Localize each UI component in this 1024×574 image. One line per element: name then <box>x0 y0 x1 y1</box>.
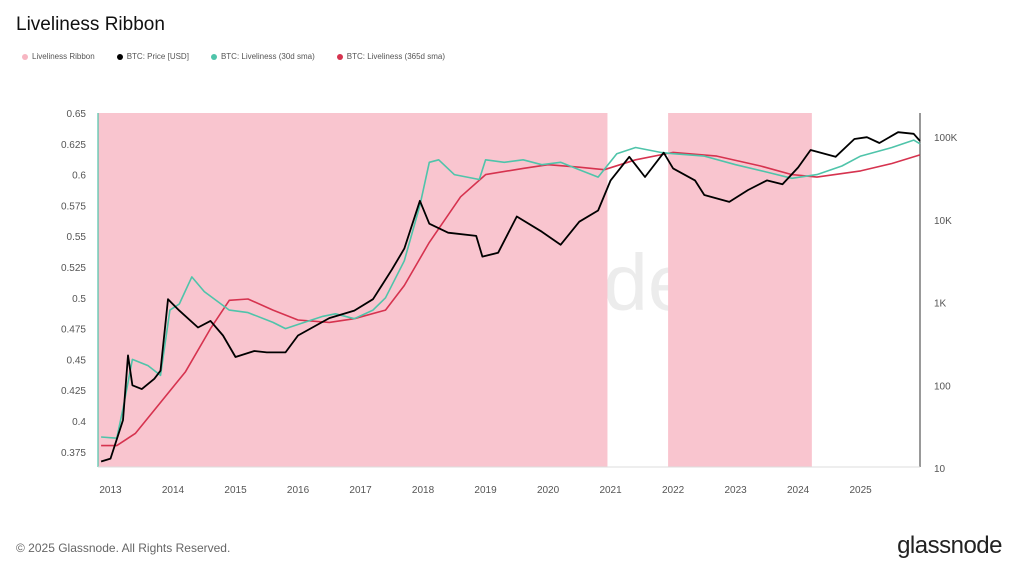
x-tick-label: 2017 <box>349 485 372 496</box>
y-left-tick-label: 0.375 <box>61 448 86 459</box>
legend-label: BTC: Liveliness (365d sma) <box>346 52 446 61</box>
y-right-tick-label: 100K <box>934 133 958 144</box>
ribbon-band <box>98 113 608 467</box>
x-tick-label: 2021 <box>599 485 622 496</box>
y-left-tick-label: 0.425 <box>61 386 86 397</box>
legend-dot <box>210 53 217 60</box>
y-left-tick-label: 0.575 <box>61 201 86 212</box>
x-tick-label: 2016 <box>287 485 310 496</box>
y-left-tick-label: 0.45 <box>67 355 87 366</box>
x-tick-label: 2023 <box>724 485 747 496</box>
legend: Liveliness Ribbon BTC: Price [USD] BTC: … <box>22 52 445 61</box>
page-title: Liveliness Ribbon <box>16 14 165 35</box>
y-left-tick-label: 0.4 <box>72 417 86 428</box>
legend-dot <box>22 53 28 60</box>
y-right-tick-label: 10 <box>934 464 946 475</box>
x-tick-label: 2020 <box>537 485 560 496</box>
y-right-tick-label: 10K <box>934 216 952 227</box>
legend-dot <box>336 53 343 60</box>
legend-label: BTC: Liveliness (30d sma) <box>220 52 315 61</box>
glassnode-logo: glassnode <box>897 532 1002 559</box>
legend-item-30d[interactable]: BTC: Liveliness (30d sma) <box>210 52 315 61</box>
y-left-tick-label: 0.6 <box>72 171 86 182</box>
y-left-tick-label: 0.525 <box>61 263 86 274</box>
x-tick-label: 2022 <box>662 485 685 496</box>
x-tick-label: 2015 <box>224 485 247 496</box>
series-line-price <box>100 131 921 463</box>
x-tick-label: 2018 <box>412 485 435 496</box>
y-left-tick-label: 0.65 <box>67 109 87 120</box>
legend-label: BTC: Price [USD] <box>126 52 189 61</box>
x-tick-label: 2013 <box>99 485 122 496</box>
y-right-tick-label: 1K <box>934 299 947 310</box>
legend-dot <box>116 53 123 60</box>
y-left-tick-label: 0.625 <box>61 140 86 151</box>
copyright: © 2025 Glassnode. All Rights Reserved. <box>16 541 231 555</box>
x-tick-label: 2014 <box>162 485 185 496</box>
series-line-liveliness-30d <box>101 139 921 439</box>
legend-item-365d[interactable]: BTC: Liveliness (365d sma) <box>336 52 446 61</box>
series-line-liveliness-365d <box>101 151 921 447</box>
y-left-tick-label: 0.475 <box>61 325 86 336</box>
ribbon-band <box>668 113 812 467</box>
x-tick-label: 2019 <box>474 485 497 496</box>
y-left-tick-label: 0.55 <box>67 232 87 243</box>
x-tick-label: 2024 <box>787 485 810 496</box>
x-tick-label: 2025 <box>849 485 872 496</box>
y-left-tick-label: 0.5 <box>72 294 86 305</box>
legend-item-price[interactable]: BTC: Price [USD] <box>116 52 189 61</box>
legend-item-ribbon[interactable]: Liveliness Ribbon <box>22 52 95 61</box>
legend-label: Liveliness Ribbon <box>32 52 95 61</box>
y-right-tick-label: 100 <box>934 381 951 392</box>
